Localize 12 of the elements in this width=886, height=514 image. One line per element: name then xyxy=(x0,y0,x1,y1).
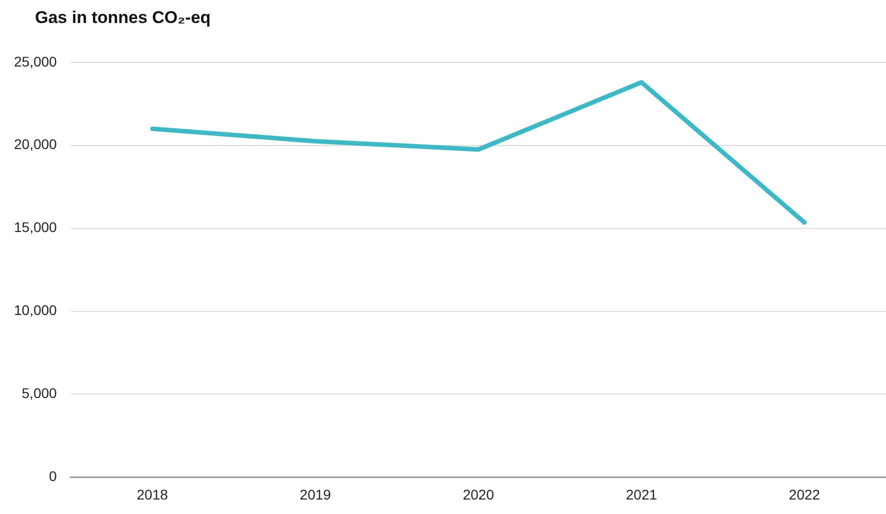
x-tick-label: 2021 xyxy=(626,486,658,502)
x-tick-label: 2020 xyxy=(462,486,494,502)
x-tick-label: 2019 xyxy=(300,486,332,502)
chart-title: Gas in tonnes CO₂-eq xyxy=(35,8,211,28)
x-tick-label: 2022 xyxy=(788,486,820,502)
y-tick-label: 25,000 xyxy=(14,53,58,70)
y-tick-label: 20,000 xyxy=(14,136,58,152)
y-tick-label: 15,000 xyxy=(14,219,58,236)
y-tick-label: 5,000 xyxy=(22,385,58,402)
y-tick-label: 10,000 xyxy=(14,302,58,318)
x-tick-label: 2018 xyxy=(136,486,168,502)
y-tick-label: 0 xyxy=(49,468,58,484)
